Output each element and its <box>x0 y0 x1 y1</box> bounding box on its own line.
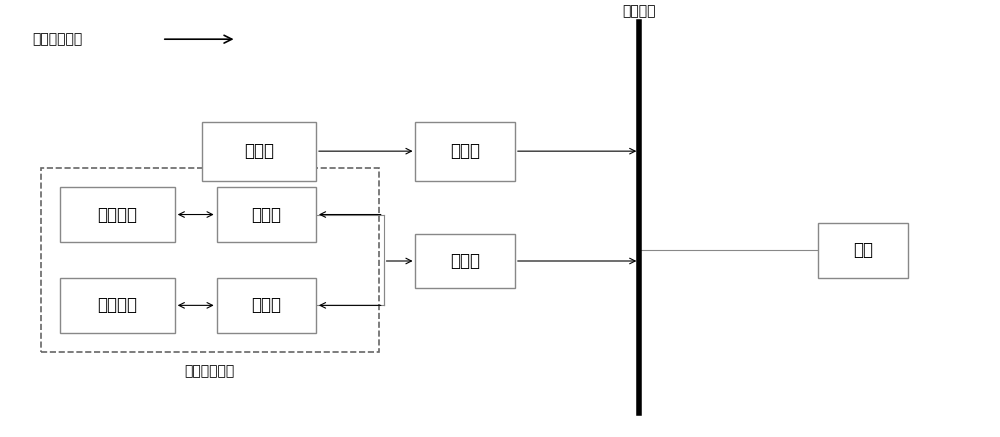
Bar <box>60 278 175 333</box>
Text: 能量流动方向: 能量流动方向 <box>33 32 83 46</box>
Bar <box>60 187 175 242</box>
Bar <box>41 168 379 352</box>
Bar <box>217 187 316 242</box>
Text: 升压变: 升压变 <box>450 252 480 270</box>
Bar <box>217 278 316 333</box>
Text: 混合储能系统: 混合储能系统 <box>184 365 235 379</box>
Text: 升压变: 升压变 <box>450 142 480 160</box>
Bar <box>415 121 515 181</box>
Text: 风电场: 风电场 <box>244 142 274 160</box>
Bar <box>202 121 316 181</box>
Text: 变流器: 变流器 <box>251 296 281 314</box>
Bar <box>818 223 908 278</box>
Text: 变流器: 变流器 <box>251 205 281 224</box>
Text: 电网: 电网 <box>853 241 873 260</box>
Bar <box>415 233 515 288</box>
Text: 超级电容: 超级电容 <box>98 296 138 314</box>
Text: 交流母线: 交流母线 <box>622 4 656 18</box>
Text: 储能电池: 储能电池 <box>98 205 138 224</box>
